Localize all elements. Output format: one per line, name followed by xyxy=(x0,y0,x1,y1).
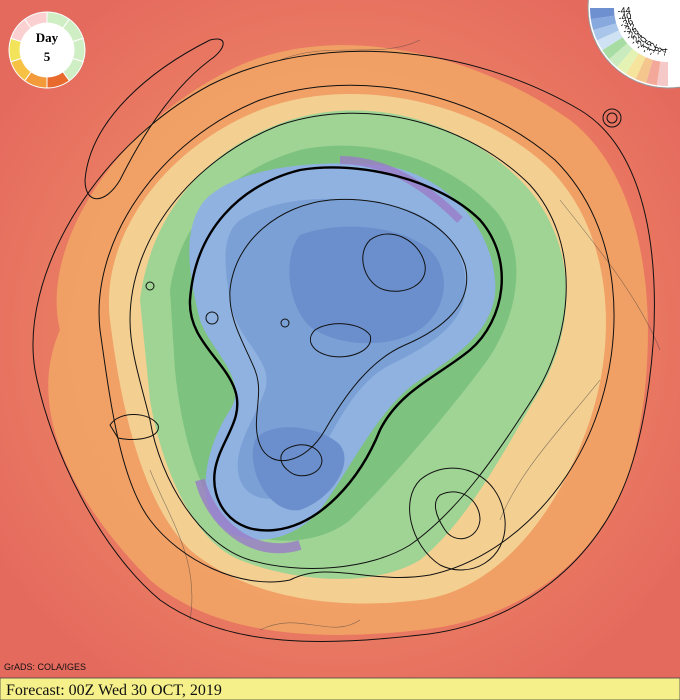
badge-segment xyxy=(72,37,86,63)
legend-swatch xyxy=(656,61,668,86)
map-field xyxy=(0,0,680,678)
legend-swatch xyxy=(635,57,653,83)
legend-label: -36 xyxy=(619,16,635,30)
legend-swatch xyxy=(602,37,628,60)
legend-swatch xyxy=(625,53,646,79)
footer-bar xyxy=(0,677,680,700)
legend-label: -44 xyxy=(617,5,631,16)
legend-swatch xyxy=(597,30,623,51)
legend-swatch xyxy=(593,23,619,41)
badge-segment xyxy=(8,37,22,63)
legend-swatch xyxy=(590,8,615,20)
legend-swatch xyxy=(616,48,639,74)
legend-swatch xyxy=(590,15,617,30)
day-number: 5 xyxy=(44,49,51,64)
color-legend: -4-8-12-16-20-24-28-32-36-40-44 xyxy=(587,0,680,89)
legend-label: -12 xyxy=(645,41,659,57)
day-label: Day xyxy=(36,30,59,45)
legend-swatch xyxy=(646,59,661,86)
legend-label: -4 xyxy=(659,47,670,56)
legend-label: -40 xyxy=(617,10,632,23)
footer: Forecast: 00Z Wed 30 OCT, 2019 xyxy=(6,682,222,699)
legend-swatch xyxy=(609,43,633,67)
legend-label: -8 xyxy=(652,46,663,56)
credit: GrADS: COLA/IGES xyxy=(4,662,86,672)
day-badge: Day 5 xyxy=(8,11,86,89)
